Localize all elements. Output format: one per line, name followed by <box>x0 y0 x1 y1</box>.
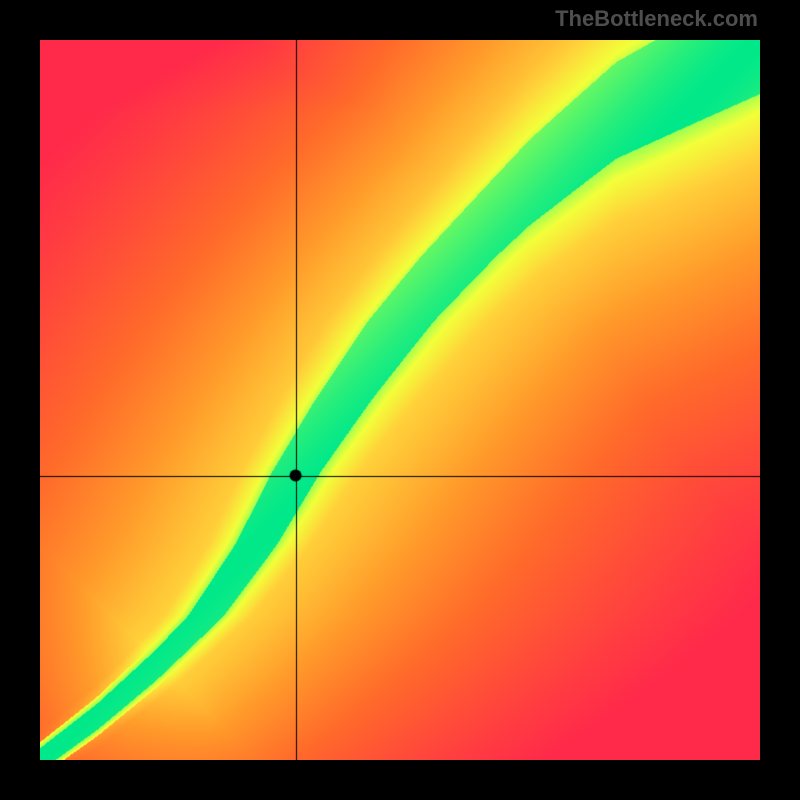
chart-container: TheBottleneck.com <box>0 0 800 800</box>
watermark-text: TheBottleneck.com <box>555 6 758 32</box>
heatmap-canvas <box>40 40 760 760</box>
